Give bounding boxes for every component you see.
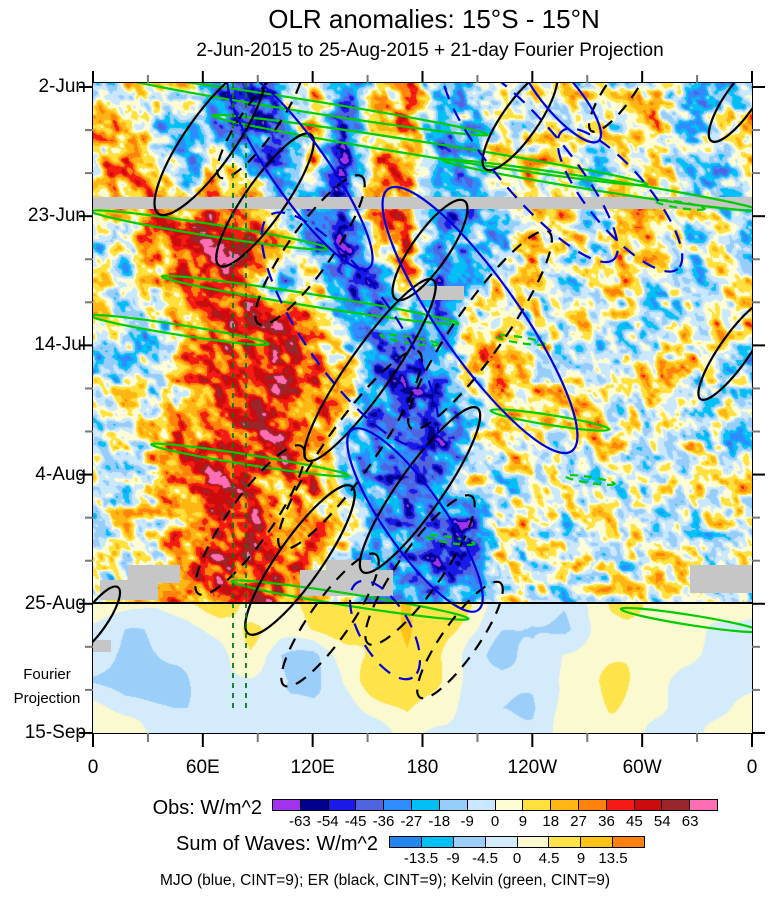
- time-tick-label: 14-Jul: [34, 334, 86, 356]
- time-tick-label: 15-Sep: [24, 721, 86, 743]
- colorbar-tick-label: -18: [428, 813, 451, 830]
- colorbar-tick-label: 9: [576, 850, 586, 867]
- colorbar-segment: [580, 837, 613, 847]
- colorbar-segment: [273, 800, 300, 810]
- colorbar-segment: [522, 800, 551, 810]
- colorbar-segment: [438, 800, 467, 810]
- fourier-annotation-line2: Projection: [13, 690, 81, 707]
- colorbar-tick-label: 4.5: [538, 850, 560, 867]
- chart-subtitle: 2-Jun-2015 to 25-Aug-2015 + 21-day Fouri…: [196, 40, 664, 61]
- colorbar-tick-label: 54: [653, 813, 671, 830]
- colorbar-tick-label: -45: [344, 813, 367, 830]
- colorbar-segment: [550, 800, 578, 810]
- colorbar-obs-label: Obs: W/m^2: [152, 797, 262, 819]
- colorbar-segment: [605, 800, 634, 810]
- time-tick-label: 25-Aug: [24, 592, 86, 614]
- plot-area: [93, 83, 752, 733]
- fourier-annotation-line1: Fourier: [23, 666, 71, 683]
- colorbar-tick-label: -9: [446, 850, 460, 867]
- colorbar-tick-label: 0: [490, 813, 500, 830]
- colorbar-tick-label: -9: [460, 813, 474, 830]
- page-title: OLR anomalies: 15°S - 15°N: [268, 4, 600, 34]
- colorbar-segment: [383, 800, 412, 810]
- time-tick-label: 2-Jun: [38, 76, 86, 97]
- colorbar-segment: [484, 837, 517, 847]
- time-tick-label: 23-Jun: [27, 205, 86, 227]
- colorbar-tick-label: -4.5: [472, 850, 498, 867]
- colorbar-tick-label: 63: [681, 813, 699, 830]
- colorbar-tick-label: 0: [512, 850, 522, 867]
- colorbar-segment: [661, 800, 690, 810]
- colorbar-segment: [633, 800, 662, 810]
- colorbar-segment: [577, 800, 606, 810]
- colorbar-waves: [389, 836, 645, 848]
- colorbar-segment: [299, 800, 328, 810]
- colorbar-segment: [612, 837, 644, 847]
- colorbar-tick-label: -36: [372, 813, 395, 830]
- colorbar-segment: [420, 837, 453, 847]
- colorbar-segment: [411, 800, 439, 810]
- colorbar-tick-label: 18: [542, 813, 560, 830]
- contour-legend-text: MJO (blue, CINT=9); ER (black, CINT=9); …: [159, 872, 611, 889]
- time-tick-label: 4-Aug: [35, 463, 86, 485]
- longitude-tick-label: 120W: [507, 757, 558, 778]
- colorbar-tick-label: -27: [400, 813, 423, 830]
- colorbar-waves-label: Sum of Waves: W/m^2: [175, 833, 378, 855]
- longitude-tick-label: 120E: [290, 757, 335, 778]
- colorbar-tick-label: 27: [570, 813, 587, 830]
- longitude-tick-label: 180: [406, 757, 439, 778]
- colorbar-tick-label: 36: [598, 813, 615, 830]
- colorbar-obs: [272, 799, 718, 811]
- longitude-tick-label: 0: [746, 757, 758, 778]
- filled-contour-field: [93, 83, 752, 733]
- colorbar-segment: [327, 800, 356, 810]
- longitude-tick-label: 60E: [185, 757, 220, 778]
- colorbar-segment: [689, 800, 717, 810]
- colorbar-segment: [516, 837, 549, 847]
- colorbar-segment: [355, 800, 384, 810]
- longitude-tick-label: 0: [87, 757, 99, 778]
- colorbar-segment: [466, 800, 495, 810]
- colorbar-segment: [390, 837, 421, 847]
- colorbar-segment: [452, 837, 485, 847]
- colorbar-tick-label: 45: [626, 813, 643, 830]
- colorbar-tick-label: -13.5: [403, 850, 439, 867]
- colorbar-tick-label: 13.5: [598, 850, 628, 867]
- colorbar-segment: [494, 800, 523, 810]
- colorbar-segment: [548, 837, 581, 847]
- colorbar-tick-label: 9: [518, 813, 528, 830]
- longitude-tick-label: 60W: [622, 757, 662, 778]
- colorbar-tick-label: -63: [289, 813, 311, 830]
- colorbar-tick-label: -54: [316, 813, 339, 830]
